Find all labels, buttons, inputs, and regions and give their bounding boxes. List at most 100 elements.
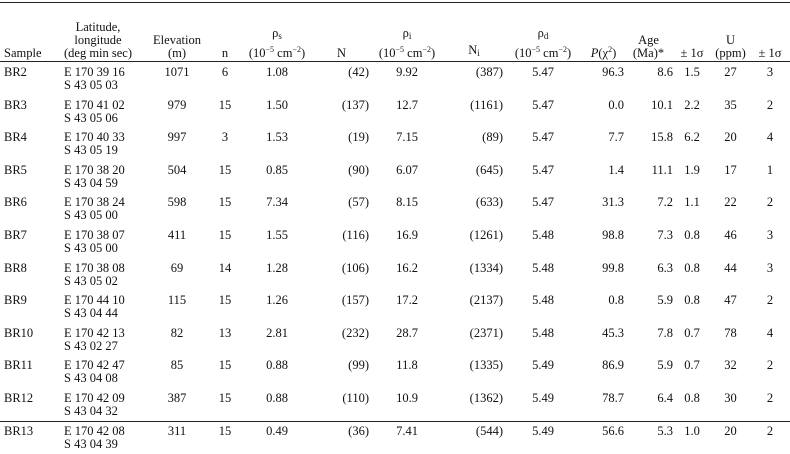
longitude: E 170 38 20 <box>64 162 125 177</box>
age-cell: 5.9 <box>657 293 673 308</box>
rho-s-cell: 1.50 <box>266 97 288 112</box>
age-error-cell: 1.0 <box>684 423 700 438</box>
N-cell: (42) <box>348 65 369 79</box>
uranium-cell: 47 <box>724 293 737 308</box>
rho-s-cell: 7.34 <box>266 195 288 210</box>
header-rho-s: ρs (10−5 cm−2) <box>248 26 306 60</box>
age-cell: 7.2 <box>657 195 673 210</box>
header-rho-d: ρd (10−5 cm−2) <box>514 26 572 60</box>
age-cell: 8.6 <box>657 65 673 79</box>
rho-i-cell: 28.7 <box>396 325 418 340</box>
p-chi2-cell: 45.3 <box>602 325 624 340</box>
N-cell: (99) <box>348 358 369 373</box>
rho-s-cell: 0.49 <box>266 423 288 438</box>
Ni-cell: (2137) <box>469 293 503 308</box>
latlon-cell: E 170 40 33 S 43 05 19 <box>52 128 144 161</box>
u-error-cell: 2 <box>766 423 774 438</box>
age-cell: 10.1 <box>651 97 673 112</box>
elevation-cell: 82 <box>170 325 184 340</box>
Ni-cell: (387) <box>475 65 503 79</box>
longitude: E 170 40 33 <box>64 130 125 145</box>
u-error-cell: 2 <box>766 97 774 112</box>
longitude: E 170 42 47 <box>64 358 125 373</box>
sample-cell: BR5 <box>4 162 27 177</box>
rho-d-cell: 5.47 <box>532 130 554 145</box>
rho-s-cell: 0.88 <box>266 390 288 405</box>
longitude: E 170 39 16 <box>64 65 125 79</box>
n-cell: 15 <box>218 97 232 112</box>
longitude: E 170 41 02 <box>64 97 125 112</box>
latitude: S 43 04 59 <box>64 175 118 190</box>
sample-cell: BR13 <box>4 423 34 438</box>
rho-d-cell: 5.47 <box>532 97 554 112</box>
age-cell: 11.1 <box>651 162 673 177</box>
age-error-cell: 1.1 <box>684 195 700 210</box>
n-cell: 13 <box>218 325 232 340</box>
fission-track-table: Sample Latitude, longitude (deg min sec) E… <box>0 3 790 454</box>
p-chi2-cell: 7.7 <box>608 130 624 145</box>
elevation-cell: 1071 <box>164 65 190 79</box>
rho-s-cell: 0.85 <box>266 162 288 177</box>
table-row: BR8 E 170 38 08 S 43 05 02 69 14 1.28 (106) 16.… <box>0 259 790 292</box>
longitude: E 170 38 07 <box>64 227 125 242</box>
bottom-rule <box>0 421 790 422</box>
uranium-cell: 30 <box>724 390 737 405</box>
rho-d-cell: 5.48 <box>532 260 554 275</box>
table-row: BR3 E 170 41 02 S 43 05 06 979 15 1.50 (137) 12… <box>0 96 790 129</box>
header-sample: Sample <box>4 46 42 60</box>
u-error-cell: 1 <box>766 162 774 177</box>
rho-i-cell: 11.8 <box>396 358 418 373</box>
u-error-cell: 2 <box>766 195 774 210</box>
u-error-cell: 4 <box>766 130 774 145</box>
age-error-cell: 0.8 <box>684 227 700 242</box>
table-row: BR7 E 170 38 07 S 43 05 00 411 15 1.55 (116) 16… <box>0 226 790 259</box>
u-error-cell: 2 <box>766 358 774 373</box>
sample-cell: BR4 <box>4 130 27 145</box>
header-elevation: Elevation (m) <box>153 33 201 60</box>
age-cell: 5.9 <box>657 358 673 373</box>
uranium-cell: 27 <box>724 65 737 79</box>
sample-cell: BR9 <box>4 293 27 308</box>
p-chi2-cell: 86.9 <box>602 358 624 373</box>
Ni-cell: (633) <box>475 195 503 210</box>
elevation-cell: 311 <box>167 423 187 438</box>
rho-d-cell: 5.47 <box>532 65 554 79</box>
uranium-cell: 32 <box>724 358 737 373</box>
latitude: S 43 05 03 <box>64 78 118 92</box>
header-latlon: Latitude, longitude (deg min sec) <box>63 20 133 60</box>
sample-cell: BR11 <box>4 358 33 373</box>
N-cell: (106) <box>341 260 369 275</box>
uranium-cell: 44 <box>724 260 737 275</box>
uranium-cell: 35 <box>724 97 737 112</box>
u-error-cell: 2 <box>766 390 774 405</box>
age-error-cell: 0.8 <box>684 390 700 405</box>
N-cell: (90) <box>348 162 369 177</box>
longitude: E 170 42 08 <box>64 423 125 438</box>
latlon-cell: E 170 39 16 S 43 05 03 <box>52 63 144 96</box>
elevation-cell: 598 <box>167 195 187 210</box>
elevation-cell: 69 <box>170 260 184 275</box>
N-cell: (57) <box>348 195 369 210</box>
rho-s-cell: 1.08 <box>266 65 288 79</box>
N-cell: (110) <box>342 390 369 405</box>
latlon-cell: E 170 38 07 S 43 05 00 <box>52 226 144 259</box>
latlon-cell: E 170 41 02 S 43 05 06 <box>52 96 144 129</box>
header-n: n <box>221 46 229 60</box>
rho-s-cell: 2.81 <box>266 325 288 340</box>
table-row: BR9 E 170 44 10 S 43 04 44 115 15 1.26 (157) 17… <box>0 291 790 324</box>
p-chi2-cell: 0.8 <box>608 293 624 308</box>
latitude: S 43 05 06 <box>64 110 118 125</box>
latlon-cell: E 170 38 20 S 43 04 59 <box>52 161 144 194</box>
header-uranium: U (ppm) <box>715 33 746 60</box>
n-cell: 6 <box>221 65 229 79</box>
uranium-cell: 78 <box>724 325 737 340</box>
p-chi2-cell: 78.7 <box>602 390 624 405</box>
Ni-cell: (1335) <box>469 358 503 373</box>
age-error-cell: 0.7 <box>684 325 700 340</box>
top-rule <box>0 2 790 3</box>
u-error-cell: 3 <box>766 227 774 242</box>
n-cell: 15 <box>218 293 232 308</box>
rho-d-cell: 5.47 <box>532 195 554 210</box>
N-cell: (232) <box>341 325 369 340</box>
elevation-cell: 411 <box>167 227 187 242</box>
